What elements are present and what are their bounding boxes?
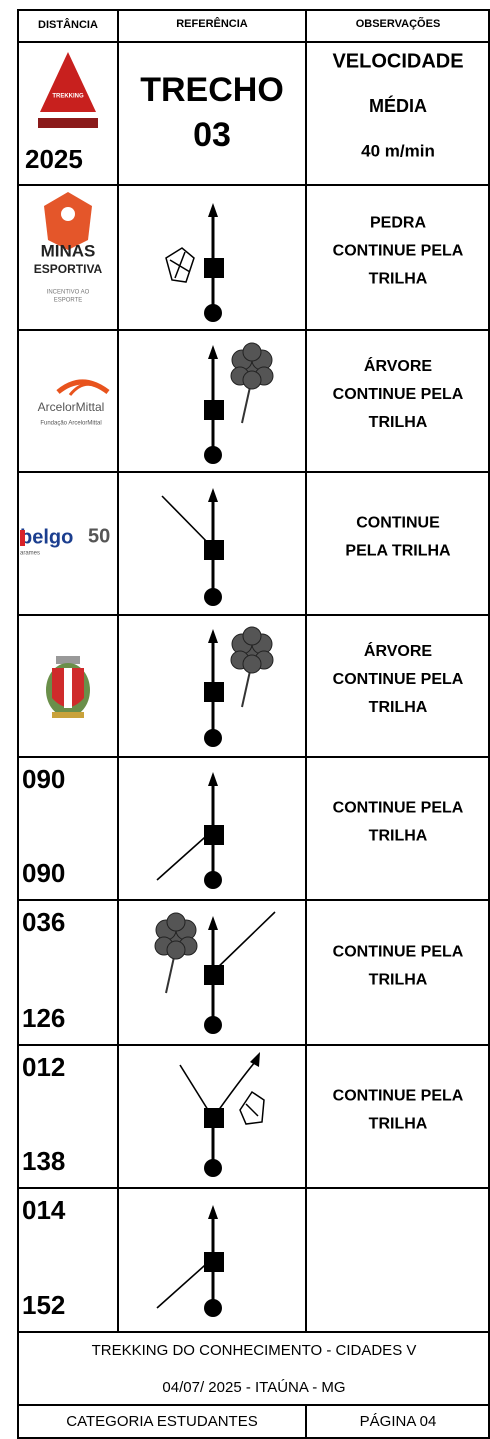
distance-partial: 014 <box>22 1195 66 1225</box>
arrow-head <box>250 1052 260 1067</box>
square-marker <box>204 1252 224 1272</box>
branch <box>161 495 214 549</box>
footer-title: TREKKING DO CONHECIMENTO - CIDADES V <box>92 1342 417 1359</box>
logo-text: INCENTIVO AO <box>47 290 90 296</box>
distance-partial: 090 <box>22 764 65 794</box>
logo-text: Fundação ArcelorMittal <box>40 421 101 427</box>
distance-total: 138 <box>22 1146 65 1176</box>
observation: CONTINUE <box>356 515 440 532</box>
end-dot <box>204 446 222 464</box>
square-marker <box>204 258 224 278</box>
arrow-head <box>208 629 218 643</box>
observation: CONTINUE PELA <box>333 1088 464 1105</box>
distance-total: 152 <box>22 1290 65 1320</box>
tree-foliage <box>242 370 262 390</box>
reference-text: TRECHO <box>140 71 284 109</box>
reference-text: 03 <box>193 116 231 154</box>
observation: CONTINUE PELA <box>333 243 464 260</box>
logo-figure <box>61 207 75 221</box>
arrow-head <box>208 488 218 502</box>
header-cell: OBSERVAÇÕES <box>356 17 441 30</box>
arrow-head <box>208 772 218 786</box>
footer-date: 04/07/ 2025 - ITAÚNA - MG <box>162 1379 345 1396</box>
logo-arc <box>68 382 97 396</box>
branch <box>156 829 214 881</box>
logo-caption <box>38 118 98 128</box>
footer-page: PÁGINA 04 <box>360 1413 437 1430</box>
distance-total: 090 <box>22 858 65 888</box>
tree-foliage <box>166 912 186 932</box>
branch <box>156 1257 214 1309</box>
logo-text: ArcelorMittal <box>38 400 105 414</box>
observation: TRILHA <box>369 972 428 989</box>
arrow-head <box>208 345 218 359</box>
logo-text: arames <box>20 551 40 557</box>
observation: TRILHA <box>369 271 428 288</box>
end-dot <box>204 588 222 606</box>
end-dot <box>204 729 222 747</box>
square-marker <box>204 965 224 985</box>
header-cell: DISTÂNCIA <box>38 18 98 31</box>
outer-border <box>17 9 490 1439</box>
end-dot <box>204 1299 222 1317</box>
observation: 40 m/min <box>361 141 435 160</box>
branch <box>179 1064 214 1119</box>
observation: CONTINUE PELA <box>333 800 464 817</box>
tree-foliage <box>166 940 186 960</box>
logo-text: belgo <box>20 526 73 548</box>
tree-foliage <box>242 342 262 362</box>
coat-cross <box>64 668 72 708</box>
logo-text: TREKKING <box>52 94 84 100</box>
pedra-symbol <box>165 247 195 283</box>
square-marker <box>204 400 224 420</box>
distance-partial: 036 <box>22 907 65 937</box>
observation: VELOCIDADE <box>332 50 463 72</box>
tree-foliage <box>242 626 262 646</box>
square-marker <box>204 825 224 845</box>
coat-band <box>52 712 84 718</box>
observation: MÉDIA <box>369 95 427 116</box>
observation: PEDRA <box>370 215 426 232</box>
logo-accent <box>20 530 25 546</box>
distance-total: 126 <box>22 1003 65 1033</box>
header-cell: REFERÊNCIA <box>176 17 248 30</box>
rock-symbol <box>239 1090 265 1125</box>
observation: TRILHA <box>369 414 428 431</box>
logo-triangle <box>40 52 96 112</box>
logo-text: MINAS <box>41 241 96 260</box>
end-dot <box>204 304 222 322</box>
end-dot <box>204 1016 222 1034</box>
observation: TRILHA <box>369 828 428 845</box>
distance-partial: 012 <box>22 1052 65 1082</box>
end-dot <box>204 1159 222 1177</box>
end-dot <box>204 871 222 889</box>
observation: ÁRVORE <box>364 356 432 375</box>
arrow-head <box>208 916 218 930</box>
arrow-head <box>208 203 218 217</box>
observation: CONTINUE PELA <box>333 944 464 961</box>
distance: 2025 <box>25 144 83 174</box>
observation: CONTINUE PELA <box>333 671 464 688</box>
logo-text: 50 <box>88 525 110 547</box>
observation: CONTINUE PELA <box>333 386 464 403</box>
logo-text: ESPORTE <box>54 298 83 304</box>
coat-crown <box>56 656 80 664</box>
square-marker <box>204 1108 224 1128</box>
branch-curve <box>212 1061 256 1119</box>
observation: ÁRVORE <box>364 641 432 660</box>
branch <box>212 911 276 973</box>
observation: TRILHA <box>369 699 428 716</box>
square-marker <box>204 682 224 702</box>
observation: PELA TRILHA <box>345 543 451 560</box>
logo-arc <box>56 379 110 395</box>
observation: TRILHA <box>369 1116 428 1133</box>
footer-category: CATEGORIA ESTUDANTES <box>66 1413 257 1430</box>
tree-foliage <box>242 654 262 674</box>
arrow-head <box>208 1205 218 1219</box>
logo-text: ESPORTIVA <box>34 262 103 276</box>
